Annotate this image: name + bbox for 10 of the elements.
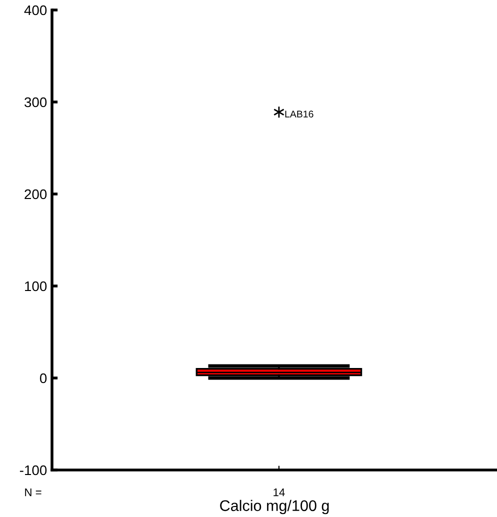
y-tick-label: 400 [24,5,47,16]
y-tick-label: 200 [24,189,47,200]
text: N = [25,488,42,496]
x-axis-title: Calcio mg/100 g [220,500,329,514]
y-tick-label: 100 [25,281,47,292]
y-tick-label: -100 [20,465,47,476]
y-tick-label: 300 [24,97,47,108]
text: 14 [274,488,285,496]
annotation: LAB16 [285,110,314,118]
y-tick-label: 0 [40,373,47,384]
